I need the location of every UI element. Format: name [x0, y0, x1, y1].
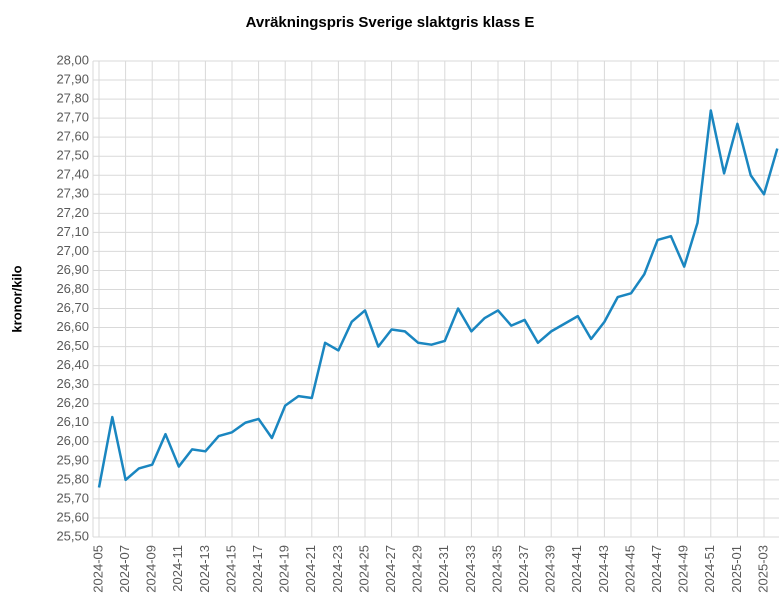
- x-tick-label: 2024-35: [489, 545, 504, 593]
- y-tick-label: 25,80: [56, 471, 89, 486]
- x-tick-label: 2024-27: [383, 545, 398, 593]
- x-tick-label: 2024-11: [170, 545, 185, 592]
- y-tick-label: 25,60: [56, 509, 89, 524]
- x-tick-label: 2024-25: [356, 545, 371, 593]
- x-tick-label: 2024-07: [117, 545, 132, 593]
- x-tick-label: 2025-01: [729, 545, 744, 593]
- y-tick-label: 25,50: [56, 528, 89, 543]
- y-tick-label: 25,70: [56, 490, 89, 505]
- x-tick-label: 2024-39: [543, 545, 558, 593]
- x-tick-label: 2024-45: [622, 545, 637, 593]
- data-line: [97, 109, 779, 488]
- x-tick-label: 2024-37: [516, 545, 531, 593]
- x-tick-label: 2024-43: [596, 545, 611, 593]
- y-tick-label: 26,70: [56, 300, 89, 315]
- y-tick-label: 27,30: [56, 186, 89, 201]
- y-tick-label: 25,90: [56, 452, 89, 467]
- x-tick-label: 2024-29: [410, 545, 425, 593]
- x-tick-label: 2024-49: [676, 545, 691, 593]
- x-tick-label: 2024-21: [303, 545, 318, 593]
- y-tick-label: 27,20: [56, 205, 89, 220]
- y-tick-label: 27,90: [56, 71, 89, 86]
- x-tick-label: 2024-19: [277, 545, 292, 593]
- x-tick-label: 2024-47: [649, 545, 664, 593]
- x-tick-label: 2024-13: [197, 545, 212, 593]
- x-tick-label: 2024-33: [463, 545, 478, 593]
- y-tick-label: 26,80: [56, 281, 89, 296]
- x-tick-label: 2024-17: [250, 545, 265, 593]
- y-axis-title: kronor/kilo: [9, 265, 24, 332]
- y-tick-label: 27,60: [56, 129, 89, 144]
- y-tick-label: 27,00: [56, 243, 89, 258]
- y-tick-label: 27,70: [56, 110, 89, 125]
- x-tick-label: 2024-15: [223, 545, 238, 593]
- x-tick-label: 2024-51: [702, 545, 717, 593]
- x-tick-label: 2024-31: [436, 545, 451, 593]
- y-tick-label: 27,40: [56, 167, 89, 182]
- y-tick-label: 27,80: [56, 91, 89, 106]
- x-tick-label: 2025-03: [755, 545, 770, 593]
- y-tick-label: 26,20: [56, 395, 89, 410]
- y-tick-label: 26,30: [56, 376, 89, 391]
- y-tick-label: 26,50: [56, 338, 89, 353]
- x-tick-label: 2024-23: [330, 545, 345, 593]
- y-tick-label: 26,40: [56, 357, 89, 372]
- y-tick-label: 26,10: [56, 414, 89, 429]
- chart-title: Avräkningspris Sverige slaktgris klass E: [246, 14, 535, 31]
- y-tick-label: 26,60: [56, 319, 89, 334]
- y-tick-label: 27,50: [56, 148, 89, 163]
- x-tick-label: 2024-09: [144, 545, 159, 593]
- y-tick-label: 26,00: [56, 433, 89, 448]
- x-tick-label: 2024-05: [90, 545, 105, 593]
- y-tick-label: 28,00: [56, 52, 89, 67]
- x-tick-label: 2024-41: [569, 545, 584, 593]
- y-tick-label: 27,10: [56, 224, 89, 239]
- y-tick-label: 26,90: [56, 262, 89, 277]
